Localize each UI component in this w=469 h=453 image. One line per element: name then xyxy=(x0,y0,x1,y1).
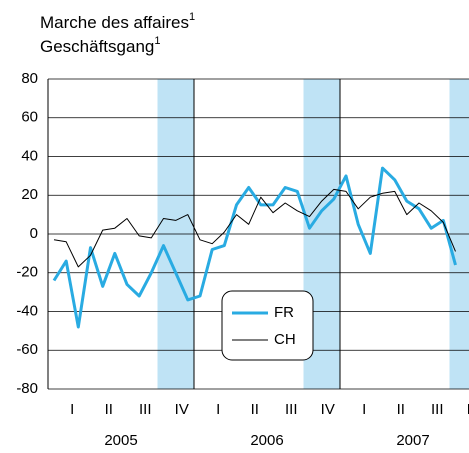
year-label: 2006 xyxy=(250,432,283,449)
quarter-label: I xyxy=(70,401,74,418)
year-label: 2005 xyxy=(104,432,137,449)
title-line: Geschäftsgang xyxy=(40,37,154,56)
quarter-label: I xyxy=(216,401,220,418)
footnote-mark: 1 xyxy=(189,11,195,23)
footnote-mark: 1 xyxy=(154,35,160,47)
quarter-label: III xyxy=(431,401,444,418)
quarter-label: IV xyxy=(175,401,189,418)
quarter-label: II xyxy=(397,401,405,418)
legend-label: CH xyxy=(274,331,296,348)
y-tick-label: 20 xyxy=(21,186,38,203)
quarter-label: III xyxy=(285,401,298,418)
y-tick-label: 80 xyxy=(21,70,38,87)
legend-label: FR xyxy=(274,304,294,321)
series-line xyxy=(53,188,456,268)
quarter-label: IV xyxy=(467,401,469,418)
series-line xyxy=(52,166,457,329)
y-tick-label: -80 xyxy=(16,380,38,397)
quarter-label: I xyxy=(362,401,366,418)
title-line: Marche des affaires xyxy=(40,13,189,32)
y-tick-label: 40 xyxy=(21,147,38,164)
y-tick-label: -20 xyxy=(16,264,38,281)
quarter-label: II xyxy=(105,401,113,418)
quarter-label: II xyxy=(251,401,259,418)
y-tick-label: 0 xyxy=(30,225,38,242)
y-tick-label: -60 xyxy=(16,341,38,358)
chart-title: Marche des affaires1 xyxy=(40,11,195,33)
y-tick-label: 60 xyxy=(21,109,38,126)
chart-title: Geschäftsgang1 xyxy=(40,35,160,57)
quarter-label: IV xyxy=(321,401,335,418)
quarter-label: III xyxy=(139,401,152,418)
legend-box xyxy=(221,290,314,361)
year-label: 2007 xyxy=(396,432,429,449)
y-tick-label: -40 xyxy=(16,302,38,319)
